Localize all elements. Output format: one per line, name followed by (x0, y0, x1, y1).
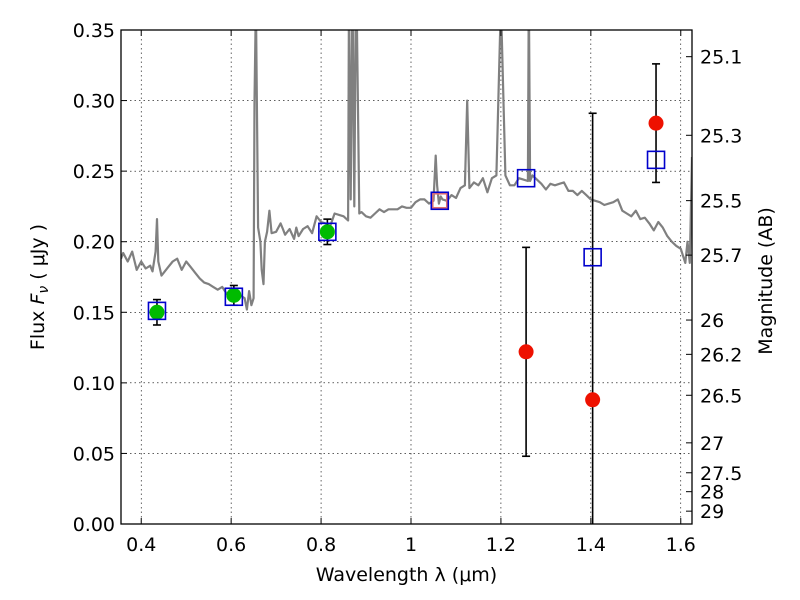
y2-tick-label: 26 (700, 310, 724, 332)
detected-point (319, 224, 335, 240)
y-axis-label-prefix: Flux (27, 305, 49, 351)
x-tick-labels: 0.4 0.6 0.8 1 1.2 1.4 1.6 (126, 534, 696, 556)
grid-lines (121, 29, 692, 525)
detected-point (226, 287, 242, 303)
model-spectrum (121, 30, 692, 311)
y2-tick-label: 26.5 (700, 385, 742, 407)
synthetic-square (516, 168, 536, 188)
y-axis-label: Flux Fν ( μJy ) (27, 224, 52, 350)
synthetic-square (583, 247, 602, 267)
y2-tick-label: 25.1 (700, 47, 742, 69)
x-tick-label: 1.6 (666, 534, 696, 556)
y2-tick-label: 25.3 (700, 125, 742, 147)
x-tick-label: 0.4 (126, 534, 156, 556)
upper-point (518, 344, 534, 360)
y-axis-label-symbol: F (27, 293, 49, 305)
upper-point (648, 115, 664, 131)
synthetic-square (147, 301, 167, 321)
x-tick-label: 0.8 (306, 534, 336, 556)
synthetic-square (646, 150, 666, 170)
y2-tick-label: 27.5 (700, 463, 742, 485)
x-tick-label: 1 (405, 534, 417, 556)
axis-ticks (121, 29, 692, 525)
plot-frame (120, 29, 693, 525)
model-spectrum-line (121, 30, 692, 311)
y-tick-labels: 0.00 0.05 0.10 0.15 0.20 0.25 0.30 0.35 (73, 20, 115, 536)
x-tick-label: 1.4 (576, 534, 606, 556)
y2-tick-label: 25.7 (700, 245, 742, 267)
y-axis-label-subscript: ν (36, 286, 52, 294)
y2-tick-label: 27 (700, 433, 724, 455)
y-tick-label: 0.00 (73, 514, 115, 536)
y2-tick-label: 26.2 (700, 344, 742, 366)
x-tick-label: 1.2 (486, 534, 516, 556)
detected-point (149, 304, 165, 320)
y-axis-label-suffix: ( μJy ) (27, 224, 49, 286)
synthetic-square (318, 222, 337, 242)
faint-red-square (431, 192, 448, 209)
y2-axis-label: Magnitude (AB) (755, 207, 777, 355)
upper-point (585, 392, 601, 408)
y2-tick-label: 25.5 (700, 191, 742, 213)
synthetic-square (224, 287, 244, 307)
photometry-points (147, 115, 666, 408)
x-tick-label: 0.6 (216, 534, 246, 556)
synthetic-square (430, 191, 450, 211)
y-tick-label: 0.20 (73, 232, 115, 254)
y2-tick-label: 28 (700, 482, 724, 504)
y-tick-label: 0.25 (73, 161, 115, 183)
y-tick-label: 0.15 (73, 302, 115, 324)
y2-tick-label: 29 (700, 501, 724, 523)
y-tick-label: 0.35 (73, 20, 115, 42)
y-tick-label: 0.10 (73, 373, 115, 395)
y-tick-label: 0.05 (73, 443, 115, 465)
x-axis-label: Wavelength λ (μm) (316, 564, 497, 586)
y-tick-label: 0.30 (73, 91, 115, 113)
